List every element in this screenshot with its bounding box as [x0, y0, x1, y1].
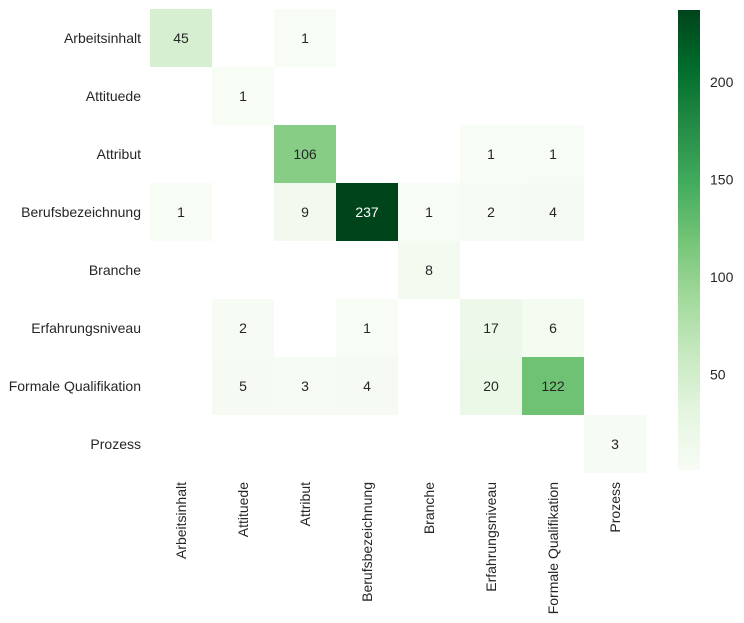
cell-value-label: 4 — [363, 378, 371, 394]
x-tick-label: Branche — [421, 482, 437, 534]
heatmap-cell — [398, 183, 460, 241]
heatmap-cells — [150, 9, 646, 473]
cell-value-label: 1 — [487, 146, 495, 162]
cell-value-label: 9 — [301, 204, 309, 220]
y-tick-label: Berufsbezeichnung — [21, 204, 141, 220]
cell-value-label: 2 — [239, 320, 247, 336]
heatmap-cell — [584, 415, 646, 473]
colorbar-tick-labels: 50 100 150 200 — [710, 74, 734, 382]
cell-value-label: 237 — [355, 204, 379, 220]
heatmap-cell — [460, 299, 522, 357]
heatmap-cell — [150, 183, 212, 241]
cell-value-label: 1 — [239, 88, 247, 104]
cell-value-label: 3 — [301, 378, 309, 394]
x-axis-tick-labels: Arbeitsinhalt Attituede Attribut Berufsbeze… — [173, 482, 623, 614]
heatmap-cell — [212, 67, 274, 125]
y-tick-label: Attituede — [86, 88, 141, 104]
cell-value-label: 122 — [541, 378, 565, 394]
heatmap-cell — [212, 357, 274, 415]
cell-value-label: 1 — [363, 320, 371, 336]
heatmap-cell — [336, 357, 398, 415]
y-tick-label: Formale Qualifikation — [9, 378, 141, 394]
x-tick-label: Formale Qualifikation — [545, 482, 561, 614]
cell-value-label: 106 — [293, 146, 317, 162]
y-tick-label: Attribut — [97, 146, 141, 162]
heatmap-cell — [274, 9, 336, 67]
cell-value-label: 5 — [239, 378, 247, 394]
cell-value-label: 1 — [425, 204, 433, 220]
heatmap-cell — [274, 183, 336, 241]
heatmap-cell — [274, 357, 336, 415]
cell-value-label: 2 — [487, 204, 495, 220]
colorbar-tick-label: 150 — [710, 172, 734, 188]
y-tick-label: Erfahrungsniveau — [31, 320, 141, 336]
y-axis-tick-labels: Arbeitsinhalt Attituede Attribut Berufsbeze… — [9, 30, 141, 452]
heatmap-cell — [522, 125, 584, 183]
heatmap-cell-labels: 45 1 1 106 1 1 1 9 237 1 2 4 8 2 1 17 6 5 3 4 20 122 3 — [173, 30, 619, 452]
heatmap-cell — [522, 357, 584, 415]
heatmap-cell — [336, 183, 398, 241]
cell-value-label: 3 — [611, 436, 619, 452]
cell-value-label: 4 — [549, 204, 557, 220]
y-tick-label: Branche — [89, 262, 141, 278]
heatmap-cell — [274, 125, 336, 183]
colorbar-tick-label: 50 — [710, 366, 726, 382]
cell-value-label: 1 — [301, 30, 309, 46]
heatmap-cell — [212, 299, 274, 357]
colorbar-gradient — [678, 10, 700, 470]
cell-value-label: 20 — [483, 378, 499, 394]
colorbar-tick-label: 200 — [710, 74, 734, 90]
heatmap-cell — [398, 241, 460, 299]
y-tick-label: Arbeitsinhalt — [64, 30, 141, 46]
x-tick-label: Attituede — [235, 482, 251, 537]
cell-value-label: 17 — [483, 320, 499, 336]
heatmap-cell — [460, 357, 522, 415]
x-tick-label: Berufsbezeichnung — [359, 482, 375, 602]
cell-value-label: 1 — [177, 204, 185, 220]
heatmap-cell — [150, 9, 212, 67]
x-tick-label: Prozess — [607, 482, 623, 533]
cell-value-label: 6 — [549, 320, 557, 336]
cell-value-label: 45 — [173, 30, 189, 46]
cell-value-label: 1 — [549, 146, 557, 162]
heatmap-cell — [522, 183, 584, 241]
colorbar-tick-label: 100 — [710, 269, 734, 285]
x-tick-label: Erfahrungsniveau — [483, 482, 499, 592]
heatmap-cell — [460, 125, 522, 183]
cell-value-label: 8 — [425, 262, 433, 278]
x-tick-label: Attribut — [297, 482, 313, 526]
x-tick-label: Arbeitsinhalt — [173, 482, 189, 559]
heatmap-cell — [522, 299, 584, 357]
y-tick-label: Prozess — [90, 436, 141, 452]
heatmap-cell — [336, 299, 398, 357]
colorbar — [678, 10, 700, 470]
heatmap-cell — [460, 183, 522, 241]
